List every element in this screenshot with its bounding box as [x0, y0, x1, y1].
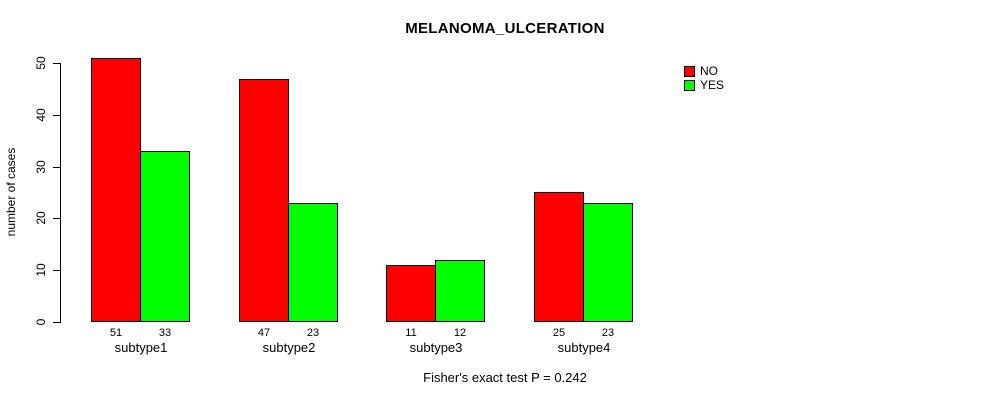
y-tick-label-text: 20: [34, 211, 48, 225]
y-tick-label-text: 10: [34, 263, 48, 277]
legend: NO YES: [684, 65, 724, 93]
y-tick-label-text: 0: [34, 318, 48, 326]
x-category-label: subtype3: [409, 340, 463, 355]
x-category-label: subtype4: [557, 340, 611, 355]
bar-value-label: 33: [158, 327, 172, 339]
chart-title: MELANOMA_ULCERATION: [405, 20, 605, 37]
y-tick: [53, 167, 60, 168]
bar-subtype4-no: [534, 192, 584, 322]
y-tick: [53, 115, 60, 116]
y-tick-label-text: 50: [34, 56, 48, 70]
bar-value-label: 23: [601, 327, 615, 339]
legend-item-yes: YES: [684, 79, 724, 92]
y-axis-line: [60, 63, 61, 323]
y-tick: [53, 270, 60, 271]
x-category-label: subtype2: [262, 340, 316, 355]
y-tick-label-text: 40: [34, 108, 48, 122]
bar-value-label: 47: [257, 327, 271, 339]
y-tick: [53, 322, 60, 323]
legend-label: YES: [700, 78, 725, 92]
legend-swatch-yes: [684, 80, 695, 91]
y-tick: [53, 218, 60, 219]
bar-subtype3-no: [386, 265, 436, 322]
legend-label: NO: [700, 64, 718, 78]
legend-swatch-no: [684, 66, 695, 77]
bar-subtype1-no: [91, 58, 141, 322]
legend-item-no: NO: [684, 65, 724, 78]
bar-value-label: 25: [552, 327, 566, 339]
y-axis-title-text: number of cases: [4, 147, 18, 237]
bar-value-label: 51: [109, 327, 123, 339]
bar-subtype3-yes: [435, 260, 485, 322]
bar-subtype2-no: [239, 79, 289, 322]
x-category-label: subtype1: [114, 340, 168, 355]
y-tick-label-text: 30: [34, 160, 48, 174]
bar-value-label: 11: [405, 327, 417, 339]
bar-value-label: 23: [306, 327, 320, 339]
bar-subtype4-yes: [583, 203, 633, 322]
bar-subtype1-yes: [140, 151, 190, 322]
bar-subtype2-yes: [288, 203, 338, 322]
caption-text: Fisher's exact test P = 0.242: [423, 370, 587, 385]
y-tick: [53, 63, 60, 64]
bar-value-label: 12: [453, 327, 467, 339]
